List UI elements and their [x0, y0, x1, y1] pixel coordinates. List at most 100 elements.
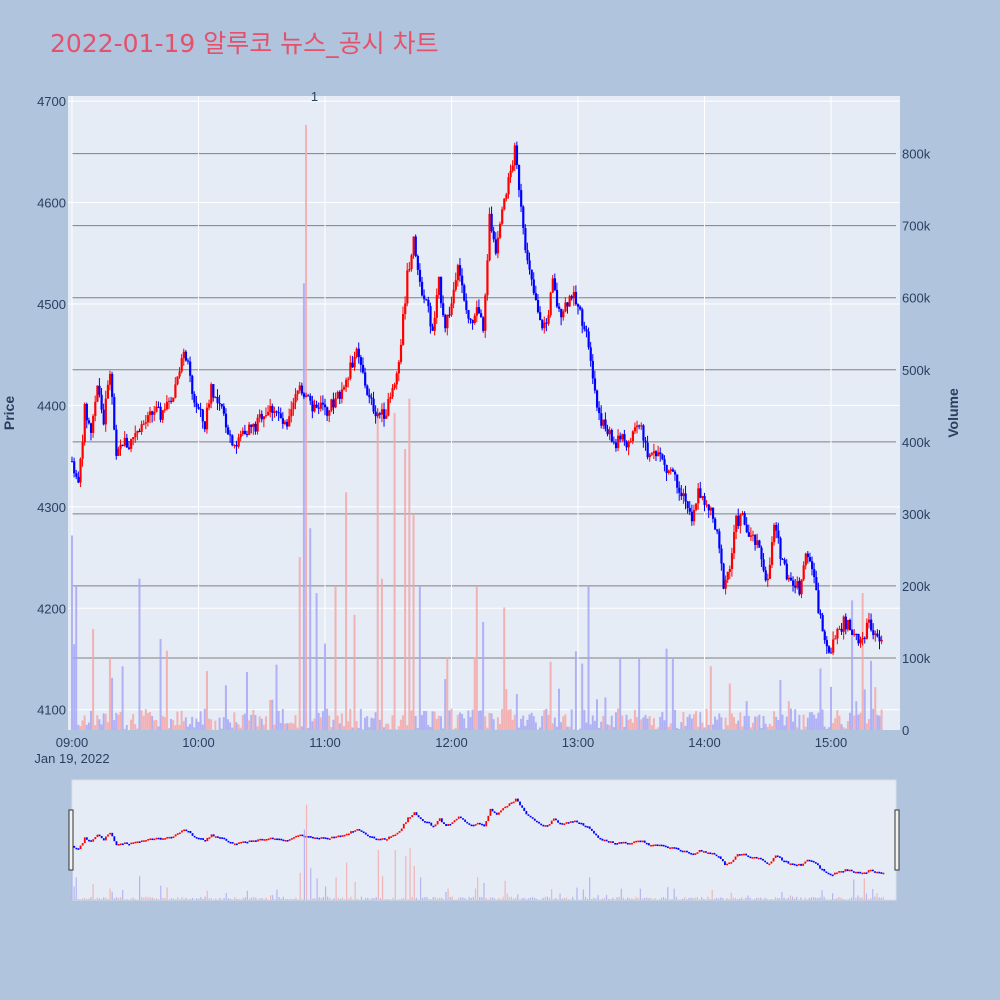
mini-candle	[96, 834, 99, 838]
mini-candle	[563, 823, 566, 826]
mini-volume-bar	[789, 895, 791, 900]
mini-candle	[227, 840, 230, 843]
volume-bar	[98, 719, 101, 730]
mini-candle	[692, 853, 695, 856]
candle-body	[201, 409, 204, 422]
volume-bar	[614, 712, 617, 730]
candle-body	[113, 396, 116, 430]
volume-bar	[119, 712, 122, 730]
mini-candle	[193, 835, 196, 838]
mini-candle	[375, 838, 378, 841]
volume-bar	[758, 714, 761, 730]
mini-volume-bar	[559, 893, 561, 900]
mini-candle	[540, 823, 543, 826]
mini-candle	[865, 872, 868, 874]
mini-volume-bar	[819, 897, 821, 900]
mini-volume-bar	[510, 896, 513, 900]
mini-candle	[438, 818, 441, 822]
candle-body	[184, 351, 188, 361]
mini-candle	[360, 830, 363, 832]
mini-candle	[874, 871, 876, 873]
mini-volume-bar	[236, 898, 238, 900]
mini-volume-bar	[451, 896, 453, 900]
candle-body	[448, 314, 451, 316]
mini-volume-bar	[130, 898, 132, 900]
volume-bar	[374, 712, 377, 730]
volume-bar	[186, 726, 189, 730]
mini-candle	[869, 869, 872, 872]
candle-body	[151, 411, 154, 415]
mini-candle	[181, 830, 183, 833]
mini-candle	[536, 820, 538, 823]
mini-volume-bar	[810, 897, 813, 900]
candle-body	[775, 524, 778, 531]
range-slider[interactable]	[71, 779, 897, 901]
mini-candle	[77, 848, 80, 850]
mini-candle	[842, 871, 845, 873]
volume-bar	[302, 283, 305, 730]
candle-body	[309, 395, 312, 401]
mini-candle	[673, 847, 676, 849]
volume-bar	[300, 726, 303, 730]
volume-bar	[83, 715, 86, 730]
mini-candle	[388, 836, 390, 840]
time-tick-label: 13:00	[562, 735, 595, 750]
volume-bar	[766, 726, 769, 730]
candle-body	[317, 407, 320, 409]
mini-candle	[582, 823, 585, 826]
volume-bar	[380, 578, 383, 730]
mini-volume-bar	[346, 862, 348, 900]
mini-candle	[599, 837, 602, 840]
date-label: Jan 19, 2022	[34, 751, 109, 766]
candle-body	[446, 314, 449, 329]
mini-volume-bar	[327, 896, 329, 900]
mini-candle	[559, 822, 562, 825]
mini-candle	[772, 858, 775, 862]
volume-bar	[676, 727, 679, 730]
range-slider-right-handle[interactable]	[894, 809, 900, 871]
candle-body	[121, 444, 124, 446]
mini-volume-bar	[274, 899, 276, 900]
range-slider-left-handle[interactable]	[68, 809, 74, 871]
mini-candle	[557, 820, 559, 823]
volume-bar	[821, 709, 824, 730]
candle-body	[94, 401, 97, 416]
mini-volume-bar	[170, 898, 172, 900]
mini-candle	[821, 868, 824, 871]
mini-volume-bar	[234, 897, 236, 900]
mini-volume-bar	[561, 898, 563, 900]
candle-body	[220, 403, 223, 407]
volume-bar	[201, 724, 204, 730]
candle-body	[867, 619, 871, 623]
mini-candle	[658, 844, 661, 847]
mini-candle	[457, 816, 460, 819]
mini-volume-bar	[747, 895, 749, 900]
volume-bar	[669, 723, 672, 730]
volume-bar	[250, 714, 253, 730]
mini-volume-bar	[491, 897, 494, 900]
mini-volume-bar	[198, 898, 200, 900]
mini-candle	[284, 840, 287, 842]
mini-volume-bar	[717, 898, 720, 900]
candle-body	[796, 581, 799, 588]
volume-bar	[111, 677, 114, 730]
volume-bar	[269, 700, 272, 730]
mini-volume-bar	[305, 804, 308, 900]
mini-volume-bar	[728, 899, 730, 900]
candle-body	[174, 384, 177, 398]
volume-bar	[182, 721, 185, 730]
volume-bar	[511, 719, 514, 730]
candle-body	[178, 371, 181, 377]
volume-bar	[444, 679, 447, 730]
volume-bar	[783, 725, 786, 730]
volume-bar	[686, 716, 689, 730]
mini-candle	[840, 871, 843, 873]
volume-bar	[180, 710, 183, 730]
mini-volume-bar	[865, 893, 868, 900]
mini-volume-bar	[711, 889, 713, 900]
volume-bar	[830, 686, 832, 730]
candle-body	[418, 269, 422, 282]
mini-candle	[364, 832, 367, 835]
volume-bar	[288, 723, 291, 730]
mini-volume-bar	[409, 847, 411, 900]
